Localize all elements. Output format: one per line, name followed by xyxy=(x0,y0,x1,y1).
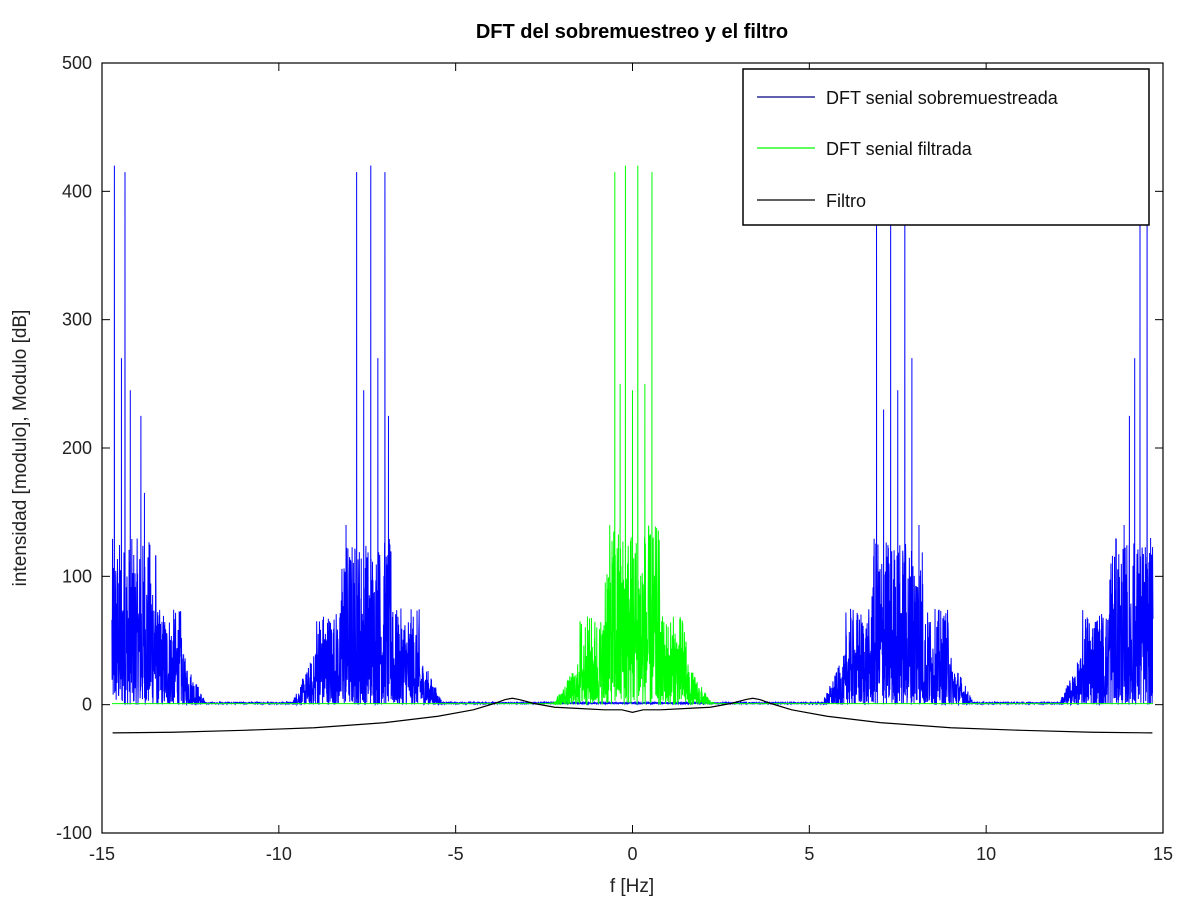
y-tick-label: -100 xyxy=(56,823,92,843)
y-tick-label: 0 xyxy=(82,695,92,715)
legend: DFT senial sobremuestreada DFT senial fil… xyxy=(742,68,1150,226)
legend-box xyxy=(742,68,1150,226)
x-tick-label: 5 xyxy=(804,844,814,864)
legend-entry-label: DFT senial sobremuestreada xyxy=(826,88,1059,108)
x-tick-label: 15 xyxy=(1153,844,1173,864)
x-tick-label: 0 xyxy=(627,844,637,864)
chart-title: DFT del sobremuestreo y el filtro xyxy=(476,21,788,43)
x-tick-label: -10 xyxy=(266,844,292,864)
x-tick-label: 10 xyxy=(976,844,996,864)
legend-entry-label: DFT senial filtrada xyxy=(826,139,973,159)
y-tick-label: 100 xyxy=(62,566,92,586)
y-tick-label: 300 xyxy=(62,310,92,330)
y-axis-label: intensidad [modulo], Modulo [dB] xyxy=(10,310,31,587)
y-tick-label: 200 xyxy=(62,438,92,458)
legend-entry-label: Filtro xyxy=(826,191,866,211)
x-tick-label: -5 xyxy=(448,844,464,864)
y-tick-label: 500 xyxy=(62,53,92,73)
series-line-filtro xyxy=(112,697,1153,734)
x-tick-label: -15 xyxy=(89,844,115,864)
series-line-filtrada xyxy=(111,165,1153,706)
x-axis-label: f [Hz] xyxy=(610,876,654,897)
plot-area xyxy=(111,165,1154,734)
y-tick-label: 400 xyxy=(62,181,92,201)
